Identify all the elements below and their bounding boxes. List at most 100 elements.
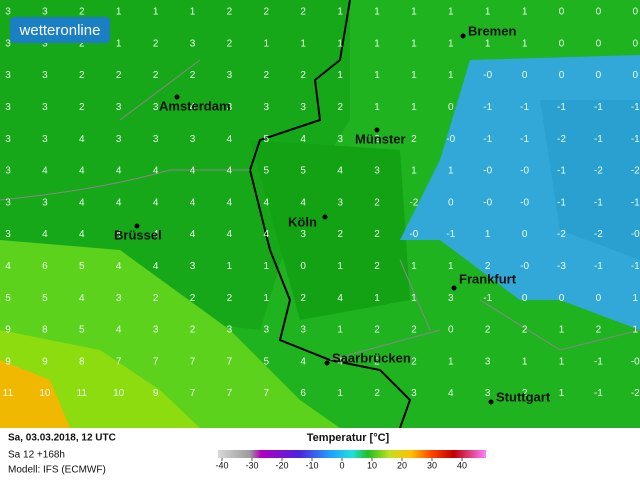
grid-value: 4 [337,293,343,304]
city-label: Frankfurt [459,271,517,286]
grid-value: -1 [483,102,492,113]
grid-value: 7 [190,356,196,367]
grid-value: 2 [374,356,380,367]
grid-value: 4 [227,229,233,240]
grid-value: -2 [594,229,603,240]
grid-value: 4 [190,102,196,113]
grid-value: 0 [448,197,454,208]
grid-value: 1 [264,293,270,304]
grid-value: -1 [594,102,603,113]
grid-value: 1 [116,38,122,49]
grid-value: 2 [300,7,306,18]
legend-tick-label: 30 [427,460,437,470]
grid-value: 4 [153,229,159,240]
grid-value: 1 [559,388,565,399]
grid-value: 2 [411,134,417,145]
grid-value: -0 [520,197,529,208]
grid-value: 4 [153,261,159,272]
grid-value: 6 [300,388,306,399]
grid-value: 0 [559,293,565,304]
logo-text[interactable]: wetteronline [19,22,101,39]
model: Modell: IFS (ECMWF) [8,465,106,476]
grid-value: -3 [557,261,566,272]
grid-value: 0 [448,325,454,336]
grid-value: 0 [596,293,602,304]
grid-value: 3 [227,102,233,113]
grid-value: 4 [190,166,196,177]
grid-value: 1 [522,7,528,18]
grid-value: -0 [520,261,529,272]
grid-value: 3 [337,197,343,208]
grid-value: 2 [374,261,380,272]
grid-value: -0 [483,197,492,208]
grid-value: 0 [633,38,639,49]
grid-value: 3 [264,102,270,113]
grid-value: 1 [374,102,380,113]
grid-value: -1 [594,388,603,399]
grid-value: 2 [485,325,491,336]
grid-value: 1 [559,356,565,367]
grid-value: 3 [227,70,233,81]
legend-tick-label: 0 [339,460,344,470]
grid-value: 1 [448,7,454,18]
grid-value: 1 [411,38,417,49]
grid-value: 2 [79,102,85,113]
city-label: Bremen [468,23,516,38]
legend-tick-label: 40 [457,460,467,470]
grid-value: 3 [5,229,11,240]
grid-value: 4 [42,166,48,177]
grid-value: 3 [227,325,233,336]
grid-value: 4 [264,229,270,240]
grid-value: 1 [448,261,454,272]
grid-value: 0 [633,7,639,18]
grid-value: 3 [5,166,11,177]
grid-value: 4 [300,356,306,367]
grid-value: 3 [5,197,11,208]
grid-value: 0 [596,7,602,18]
grid-value: 4 [5,261,11,272]
grid-value: 0 [633,70,639,81]
grid-value: 4 [116,229,122,240]
grid-value: 3 [5,102,11,113]
grid-value: 2 [300,70,306,81]
grid-value: 2 [264,7,270,18]
grid-value: 1 [411,102,417,113]
grid-value: 1 [485,38,491,49]
grid-value: 4 [153,166,159,177]
city-dot [174,94,180,100]
grid-value: 8 [79,356,85,367]
grid-value: -0 [631,229,640,240]
city-label: Stuttgart [496,389,551,404]
grid-value: 4 [116,197,122,208]
grid-value: 3 [153,325,159,336]
grid-value: 2 [374,388,380,399]
grid-value: 5 [79,261,85,272]
grid-value: 1 [411,293,417,304]
grid-value: 3 [5,70,11,81]
grid-value: 2 [596,325,602,336]
grid-value: 1 [448,356,454,367]
grid-value: 10 [39,388,51,399]
grid-value: 4 [42,229,48,240]
grid-value: 4 [300,197,306,208]
grid-value: 1 [337,7,343,18]
grid-value: 2 [522,388,528,399]
grid-value: -1 [631,197,640,208]
grid-value: 2 [485,261,491,272]
grid-value: 5 [264,166,270,177]
grid-value: 1 [337,70,343,81]
grid-value: 1 [522,356,528,367]
grid-value: 2 [411,325,417,336]
grid-value: 4 [116,325,122,336]
grid-value: 2 [227,293,233,304]
grid-value: 3 [42,7,48,18]
logo[interactable]: wetteronline [10,17,110,43]
grid-value: 3 [42,197,48,208]
grid-value: -1 [557,197,566,208]
grid-value: 1 [522,38,528,49]
grid-value: 9 [5,356,11,367]
grid-value: -1 [557,166,566,177]
grid-value: -2 [631,388,640,399]
grid-value: -1 [631,134,640,145]
grid-value: -1 [594,197,603,208]
